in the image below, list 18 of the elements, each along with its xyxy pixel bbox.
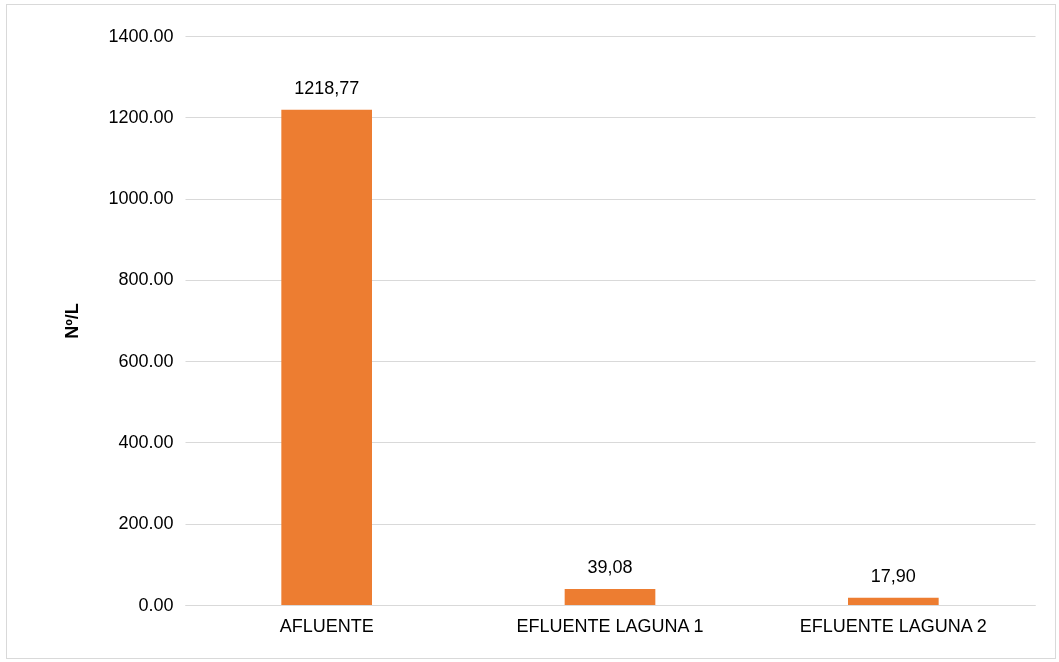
data-label: 17,90 [870, 565, 916, 586]
data-label: 1218,77 [294, 77, 360, 98]
x-tick-label: EFLUENTE LAGUNA 1 [516, 615, 704, 636]
y-tick-label: 1400.00 [108, 25, 174, 46]
y-tick-label: 400.00 [118, 431, 174, 452]
bar [281, 109, 372, 605]
y-tick-label: 0.00 [138, 594, 174, 615]
x-tick-label: EFLUENTE LAGUNA 2 [799, 615, 987, 636]
bar [564, 589, 656, 605]
y-tick-label: 1200.00 [108, 106, 174, 127]
y-tick-label: 800.00 [118, 269, 174, 290]
x-tick-label: AFLUENTE [279, 615, 374, 636]
y-tick-label: 600.00 [118, 350, 174, 371]
y-axis-title: Nº/L [62, 303, 83, 339]
y-tick-label: 200.00 [118, 513, 174, 534]
bar [848, 597, 939, 605]
data-label: 39,08 [587, 557, 633, 578]
y-tick-label: 1000.00 [108, 188, 174, 209]
